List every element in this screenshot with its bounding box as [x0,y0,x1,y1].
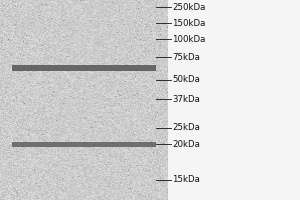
Text: 50kDa: 50kDa [172,75,200,84]
Text: 37kDa: 37kDa [172,95,200,104]
Text: 75kDa: 75kDa [172,52,200,62]
Text: 20kDa: 20kDa [172,140,200,149]
Text: 150kDa: 150kDa [172,19,206,27]
Bar [168,0,300,200]
Text: 250kDa: 250kDa [172,2,206,11]
Bar [12,65,156,71]
Bar [0,0,168,200]
Bar [12,142,156,147]
Text: 100kDa: 100kDa [172,34,206,44]
Text: 15kDa: 15kDa [172,176,200,184]
Text: 25kDa: 25kDa [172,123,200,132]
